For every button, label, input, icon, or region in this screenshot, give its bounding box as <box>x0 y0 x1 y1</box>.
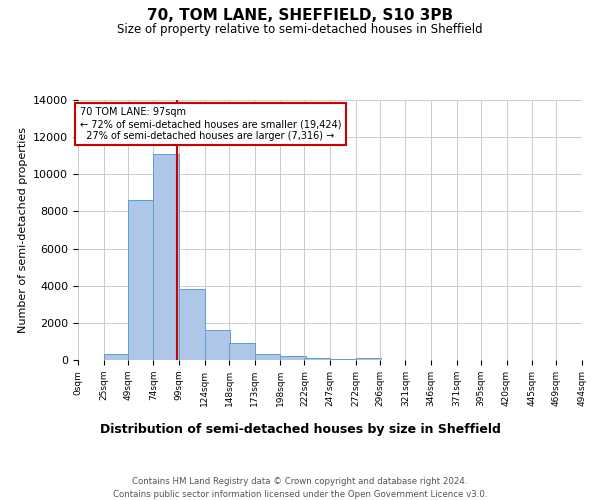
Y-axis label: Number of semi-detached properties: Number of semi-detached properties <box>17 127 28 333</box>
Text: Size of property relative to semi-detached houses in Sheffield: Size of property relative to semi-detach… <box>117 22 483 36</box>
Bar <box>205 330 230 360</box>
Bar <box>154 154 179 360</box>
Bar <box>254 354 280 360</box>
Text: Contains public sector information licensed under the Open Government Licence v3: Contains public sector information licen… <box>113 490 487 499</box>
Bar <box>330 359 356 360</box>
Bar <box>128 200 154 360</box>
Bar <box>104 354 129 360</box>
Bar <box>304 358 330 360</box>
Bar <box>229 344 254 360</box>
Text: Distribution of semi-detached houses by size in Sheffield: Distribution of semi-detached houses by … <box>100 422 500 436</box>
Text: Contains HM Land Registry data © Crown copyright and database right 2024.: Contains HM Land Registry data © Crown c… <box>132 478 468 486</box>
Bar <box>280 356 305 360</box>
Text: 70, TOM LANE, SHEFFIELD, S10 3PB: 70, TOM LANE, SHEFFIELD, S10 3PB <box>147 8 453 22</box>
Bar <box>356 358 381 360</box>
Bar <box>179 290 205 360</box>
Text: 70 TOM LANE: 97sqm
← 72% of semi-detached houses are smaller (19,424)
  27% of s: 70 TOM LANE: 97sqm ← 72% of semi-detache… <box>80 108 341 140</box>
